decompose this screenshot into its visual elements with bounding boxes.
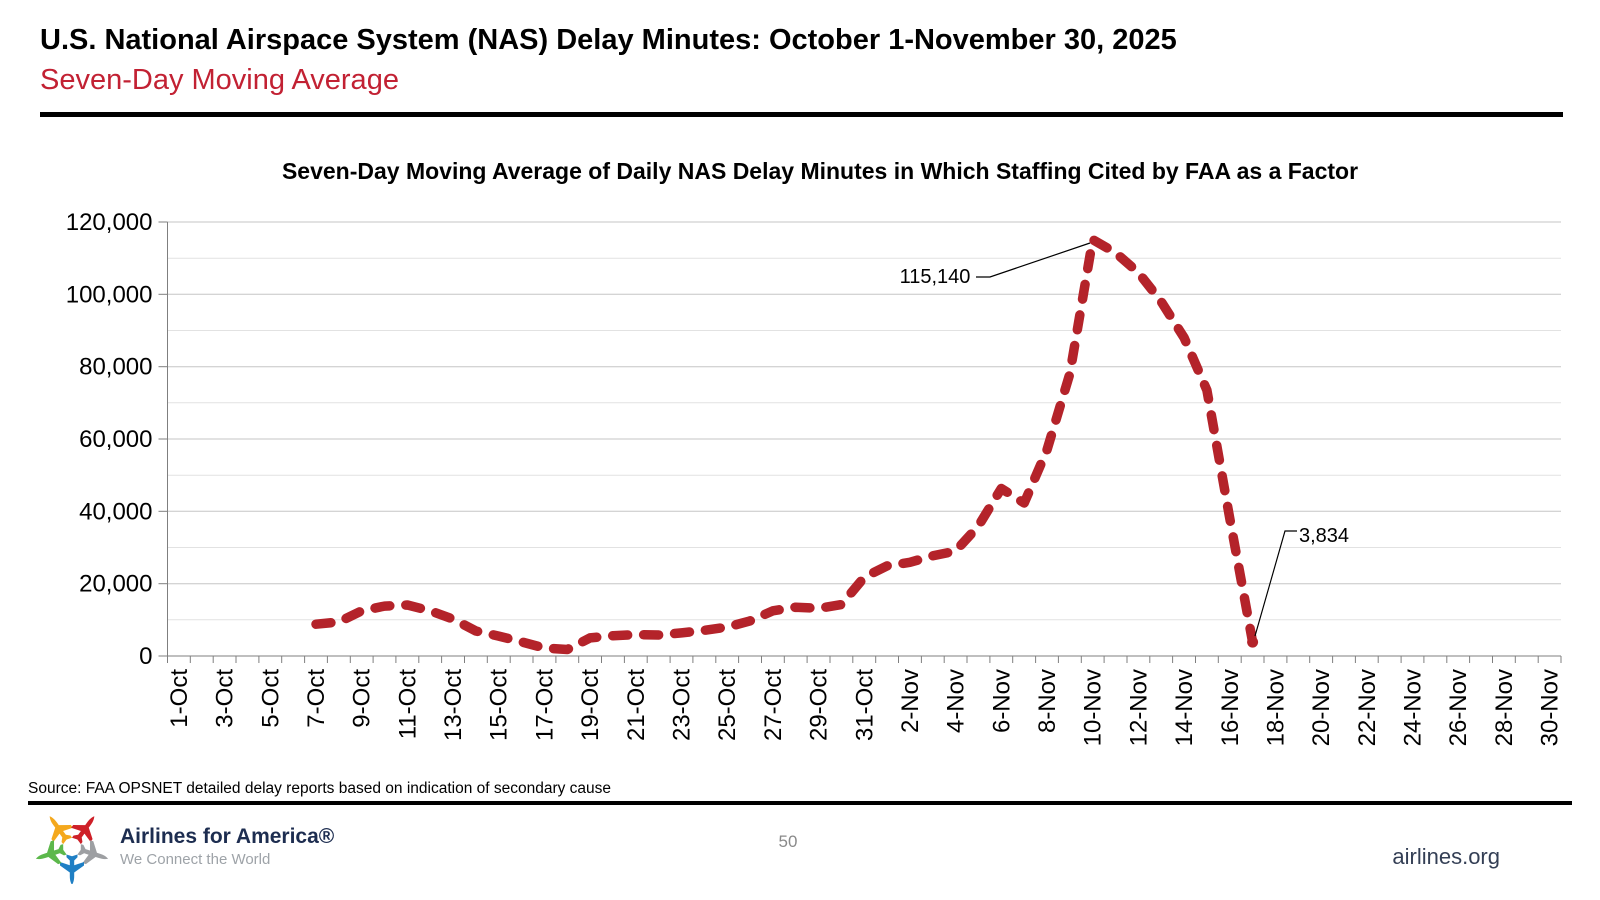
x-tick-label: 4-Nov: [943, 669, 970, 733]
source-note: Source: FAA OPSNET detailed delay report…: [28, 780, 612, 797]
y-tick-label: 0: [139, 643, 152, 670]
plane-green-icon: [35, 840, 67, 865]
y-tick-label: 20,000: [79, 571, 152, 598]
plane-red-icon: [71, 816, 95, 845]
x-tick-label: 29-Oct: [806, 669, 833, 741]
brand-tagline: We Connect the World: [120, 850, 271, 868]
x-tick-label: 31-Oct: [851, 669, 878, 741]
x-tick-label: 26-Nov: [1445, 669, 1472, 746]
airlines-org-link[interactable]: airlines.org: [1392, 844, 1500, 869]
annotation-label: 3,834: [1299, 525, 1349, 547]
x-tick-label: 7-Oct: [303, 669, 330, 728]
x-tick-label: 30-Nov: [1537, 669, 1564, 746]
page-subtitle: Seven-Day Moving Average: [40, 64, 399, 96]
x-tick-label: 1-Oct: [166, 669, 193, 728]
plane-blue-icon: [60, 854, 84, 884]
annotation-leader-line: [976, 242, 1091, 278]
x-tick-label: 3-Oct: [212, 669, 239, 728]
x-tick-label: 27-Oct: [760, 669, 787, 741]
end-point-marker: [1247, 636, 1259, 648]
x-tick-label: 19-Oct: [577, 669, 604, 741]
x-tick-label: 6-Nov: [988, 669, 1015, 733]
x-tick-label: 11-Oct: [394, 669, 421, 740]
header-divider: [40, 112, 1563, 117]
y-tick-label: 60,000: [79, 426, 152, 453]
x-tick-label: 21-Oct: [623, 669, 650, 741]
x-tick-label: 17-Oct: [531, 669, 558, 741]
x-tick-label: 10-Nov: [1080, 669, 1107, 746]
x-tick-label: 5-Oct: [257, 669, 284, 728]
a4a-pinwheel-icon: [35, 816, 109, 884]
x-tick-label: 25-Oct: [714, 669, 741, 741]
plane-gray-icon: [77, 840, 109, 865]
x-tick-label: 12-Nov: [1125, 669, 1152, 746]
annotation-label: 115,140: [900, 266, 971, 288]
nas-delay-chart: 0 20,000 40,000 60,000 80,000 100,000 120,000 1…: [66, 209, 1564, 746]
x-tick-label: 18-Nov: [1262, 669, 1289, 746]
plane-yellow-icon: [49, 816, 73, 845]
x-tick-label: 20-Nov: [1308, 669, 1335, 746]
footer-divider: [28, 801, 1572, 805]
chart-title: Seven-Day Moving Average of Daily NAS De…: [281, 158, 1359, 184]
x-tick-label: 16-Nov: [1217, 669, 1244, 746]
delay-series-line: [311, 234, 1258, 655]
x-tick-label: 22-Nov: [1354, 669, 1381, 746]
x-tick-label: 8-Nov: [1034, 669, 1061, 733]
x-tick-label: 2-Nov: [897, 669, 924, 733]
y-tick-label: 80,000: [79, 354, 152, 381]
y-tick-label: 120,000: [66, 209, 153, 236]
annotation-leader-line: [1254, 530, 1297, 637]
y-tick-label: 100,000: [66, 281, 153, 308]
x-tick-label: 15-Oct: [486, 669, 513, 741]
x-tick-label: 14-Nov: [1171, 669, 1198, 746]
page-number: 50: [778, 832, 798, 851]
y-tick-label: 40,000: [79, 498, 152, 525]
x-tick-label: 28-Nov: [1491, 669, 1518, 746]
x-tick-label: 23-Oct: [669, 669, 696, 741]
x-tick-label: 24-Nov: [1400, 669, 1427, 746]
page-title: U.S. National Airspace System (NAS) Dela…: [40, 24, 1177, 56]
a4a-logo: Airlines for America® We Connect the Wor…: [34, 808, 334, 884]
brand-name: Airlines for America®: [120, 825, 335, 849]
x-tick-label: 13-Oct: [440, 669, 467, 741]
x-tick-label: 9-Oct: [349, 669, 376, 728]
